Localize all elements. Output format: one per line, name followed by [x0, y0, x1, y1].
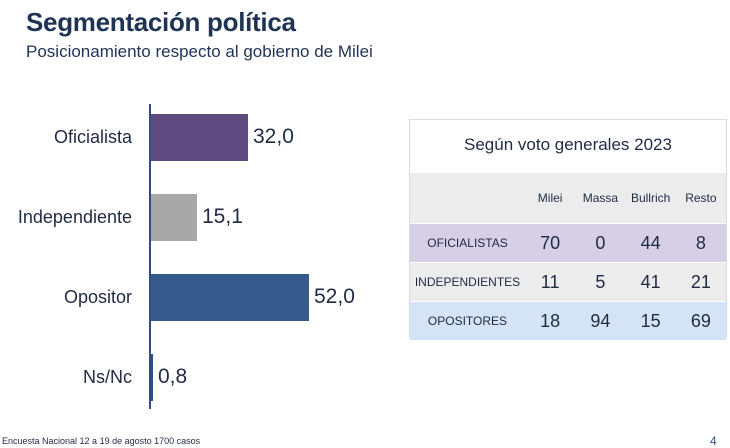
- table-cell: 94: [575, 301, 626, 340]
- bar: [151, 194, 197, 241]
- column-header: Resto: [675, 172, 726, 224]
- panel-title: Según voto generales 2023: [464, 135, 672, 154]
- table-corner-cell: [410, 172, 525, 224]
- vote-breakdown-panel: Según voto generales 2023 Milei Massa Bu…: [409, 119, 727, 340]
- table-cell: 21: [675, 262, 726, 302]
- table-header-row: Milei Massa Bullrich Resto: [410, 172, 726, 224]
- footer-source: Encuesta Nacional 12 a 19 de agosto 1700…: [2, 436, 201, 446]
- bar-axis-line: [149, 104, 151, 409]
- table-row: OPOSITORES 18 94 15 69: [410, 301, 726, 340]
- bar-value-label: 0,8: [158, 364, 188, 388]
- table-row: INDEPENDIENTES 11 5 41 21: [410, 262, 726, 302]
- row-label: OFICIALISTAS: [410, 223, 525, 263]
- bar-value-label: 15,1: [202, 204, 243, 228]
- bar: [151, 274, 309, 321]
- vote-breakdown-table: Milei Massa Bullrich Resto OFICIALISTAS …: [410, 172, 726, 340]
- bar-category-label: Opositor: [63, 286, 132, 307]
- column-header: Massa: [575, 172, 626, 224]
- table-cell: 15: [625, 301, 676, 340]
- row-label: OPOSITORES: [410, 301, 525, 340]
- table-cell: 5: [575, 262, 626, 302]
- row-label: INDEPENDIENTES: [410, 262, 525, 302]
- column-header: Bullrich: [625, 172, 676, 224]
- table-cell: 0: [575, 223, 626, 263]
- table-cell: 11: [525, 262, 576, 302]
- bar: [151, 354, 153, 401]
- column-header: Milei: [525, 172, 576, 224]
- bar-category-label: Oficialista: [53, 126, 132, 147]
- page-title: Segmentación política: [26, 7, 296, 37]
- bar: [151, 114, 248, 161]
- bar-value-label: 32,0: [253, 124, 294, 148]
- bar-category-label: Independiente: [17, 206, 132, 227]
- bar-category-label: Ns/Nc: [83, 366, 132, 387]
- table-cell: 18: [525, 301, 576, 340]
- page-subtitle: Posicionamiento respecto al gobierno de …: [26, 42, 373, 61]
- table-cell: 44: [625, 223, 676, 263]
- table-row: OFICIALISTAS 70 0 44 8: [410, 223, 726, 263]
- bar-value-label: 52,0: [314, 284, 355, 308]
- table-cell: 41: [625, 262, 676, 302]
- table-cell: 69: [675, 301, 726, 340]
- table-cell: 70: [525, 223, 576, 263]
- page-number: 4: [710, 434, 717, 448]
- table-cell: 8: [675, 223, 726, 263]
